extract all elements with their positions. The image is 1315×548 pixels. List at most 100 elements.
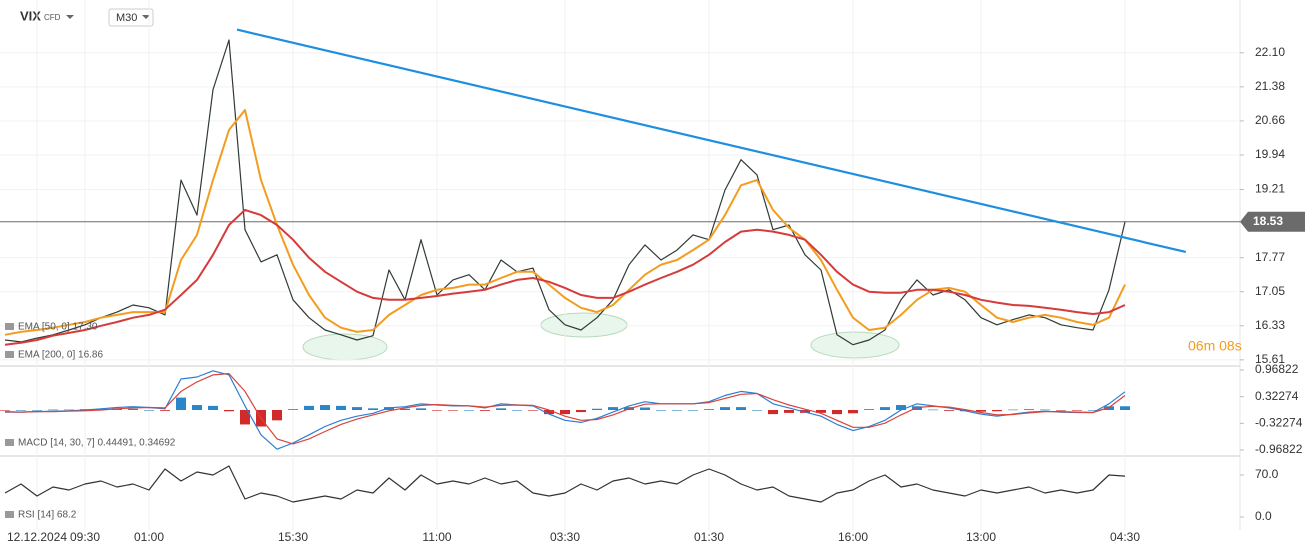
histogram-bar — [944, 409, 954, 411]
y-tick-label: -0.32274 — [1255, 415, 1303, 429]
legend-icon — [5, 439, 14, 446]
histogram-bar — [304, 405, 314, 410]
y-tick-label: 19.94 — [1255, 147, 1285, 161]
symbol-type: CFD — [44, 13, 61, 22]
histogram-bar — [224, 409, 234, 412]
interval: M30 — [116, 12, 137, 24]
interval-selector[interactable] — [108, 8, 154, 27]
support-zone — [540, 312, 628, 338]
histogram-bar — [800, 409, 810, 413]
legend-icon — [5, 351, 14, 358]
histogram-bar — [672, 409, 682, 411]
series-line — [4, 208, 1126, 346]
histogram-bar — [1072, 409, 1082, 411]
legend-entry: EMA [200, 0] 16.86 — [18, 350, 103, 361]
histogram-bar — [1040, 409, 1050, 411]
histogram-bar — [416, 408, 426, 410]
legend-entry: MACD [14, 30, 7] 0.44491, 0.34692 — [18, 438, 176, 449]
histogram-bar — [640, 407, 650, 410]
x-tick-label: 15:30 — [278, 530, 308, 544]
current-price-label: 18.53 — [1253, 214, 1283, 228]
histogram-bar — [768, 409, 778, 415]
current-price-box — [1240, 211, 1305, 232]
support-zone — [810, 331, 900, 359]
y-tick-label: 16.33 — [1255, 318, 1285, 332]
histogram-bar — [192, 405, 202, 410]
histogram-bar — [480, 409, 490, 411]
trend-line — [236, 28, 1187, 254]
y-tick-label: 19.21 — [1255, 182, 1285, 196]
histogram-bar — [1024, 409, 1034, 410]
histogram-bar — [512, 409, 522, 411]
histogram-bar — [1008, 409, 1018, 411]
histogram-bar — [1120, 406, 1130, 410]
histogram-bar — [160, 409, 170, 411]
histogram-bar — [608, 407, 618, 410]
histogram-bar — [288, 409, 298, 410]
y-tick-label: 15.61 — [1255, 352, 1285, 366]
histogram-bar — [928, 409, 938, 411]
histogram-bar — [496, 408, 506, 410]
histogram-bar — [736, 407, 746, 410]
histogram-bar — [16, 409, 26, 411]
y-tick-label: 17.05 — [1255, 284, 1285, 298]
x-tick-label: 01:30 — [694, 530, 724, 544]
y-tick-label: 0.0 — [1255, 509, 1272, 523]
symbol-dropdown[interactable] — [66, 15, 74, 19]
histogram-bar — [848, 409, 858, 414]
x-tick-label: 16:00 — [838, 530, 868, 544]
y-tick-label: 21.38 — [1255, 79, 1285, 93]
histogram-bar — [400, 408, 410, 410]
histogram-bar — [880, 407, 890, 410]
histogram-bar — [752, 409, 762, 411]
symbol[interactable]: VIX — [20, 8, 41, 23]
x-tick-label: 11:00 — [422, 530, 451, 544]
legend-icon — [5, 511, 14, 518]
y-tick-label: 70.0 — [1255, 467, 1279, 481]
histogram-bar — [352, 407, 362, 410]
histogram-bar — [896, 405, 906, 410]
histogram-bar — [992, 409, 1002, 412]
histogram-bar — [32, 409, 42, 411]
histogram-bar — [976, 409, 986, 412]
histogram-bar — [816, 409, 826, 413]
y-tick-label: 20.66 — [1255, 113, 1285, 127]
histogram-bar — [144, 409, 154, 411]
x-tick-label: 09:30 — [70, 530, 100, 544]
countdown: 06m 08s — [1188, 338, 1242, 354]
y-tick-label: -0.96822 — [1255, 442, 1303, 456]
histogram-bar — [64, 409, 74, 411]
histogram-bar — [656, 409, 666, 411]
histogram-bar — [448, 409, 458, 411]
support-zone — [302, 333, 388, 361]
histogram-bar — [384, 407, 394, 410]
histogram-bar — [176, 397, 186, 410]
histogram-bar — [272, 409, 282, 421]
histogram-bar — [48, 409, 58, 411]
interval-dropdown[interactable] — [142, 15, 150, 19]
histogram-bar — [560, 409, 570, 415]
histogram-bar — [1088, 409, 1098, 411]
x-tick-label: 12.12.2024 — [7, 530, 67, 544]
histogram-bar — [576, 409, 586, 413]
histogram-bar — [240, 409, 250, 425]
legend-entry: RSI [14] 68.2 — [18, 510, 77, 521]
y-tick-label: 17.77 — [1255, 250, 1285, 264]
histogram-bar — [544, 409, 554, 415]
histogram-bar — [0, 409, 10, 411]
histogram-bar — [464, 409, 474, 411]
legend-icon — [5, 323, 14, 330]
histogram-bar — [432, 409, 442, 411]
histogram-bar — [1104, 406, 1114, 410]
histogram-bar — [704, 409, 714, 410]
y-tick-label: 22.10 — [1255, 45, 1285, 59]
series-line — [4, 465, 1126, 503]
series-line — [4, 39, 1126, 346]
legend-entry: EMA [50, 0] 17.30 — [18, 322, 98, 333]
histogram-bar — [320, 405, 330, 410]
histogram-bar — [1056, 409, 1066, 411]
series-line — [4, 373, 1126, 445]
